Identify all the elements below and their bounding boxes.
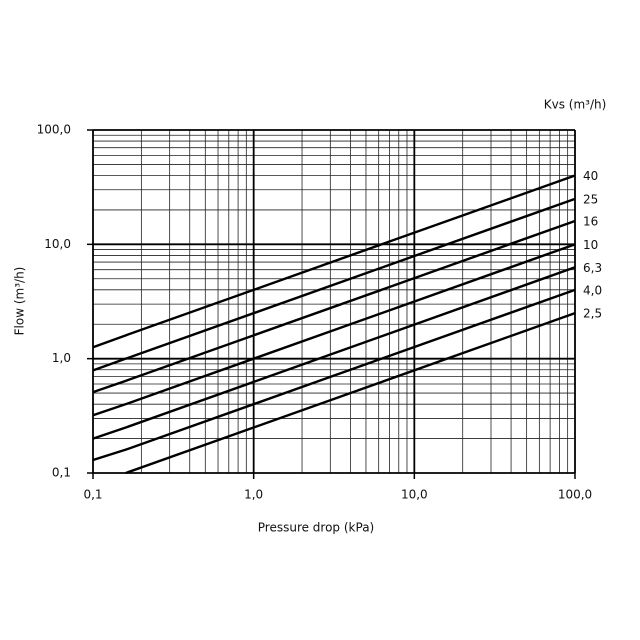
series-label: 10 <box>583 238 598 252</box>
series-line <box>92 219 576 394</box>
y-tick-label: 0,1 <box>52 466 71 480</box>
series-label: 6,3 <box>583 261 602 275</box>
y-axis-label: Flow (m³/h) <box>13 267 27 336</box>
series-label: 4,0 <box>583 283 602 297</box>
y-tick-label: 100,0 <box>37 123 71 137</box>
legend-title: Kvs (m³/h) <box>544 98 607 112</box>
x-tick-label: 0,1 <box>83 488 102 502</box>
y-tick-label: 10,0 <box>44 237 71 251</box>
series-line <box>92 243 576 417</box>
x-tick-label: 10,0 <box>401 488 428 502</box>
series-label: 25 <box>583 192 598 206</box>
series-line <box>92 266 576 440</box>
series-label: 40 <box>583 169 598 183</box>
series-line <box>92 288 576 462</box>
y-tick-label: 1,0 <box>52 351 71 365</box>
x-tick-label: 1,0 <box>244 488 263 502</box>
x-axis-label: Pressure drop (kPa) <box>258 521 374 535</box>
x-tick-label: 100,0 <box>558 488 592 502</box>
series-label: 16 <box>583 214 598 228</box>
series-line <box>125 312 576 475</box>
series-label: 2,5 <box>583 307 602 321</box>
series-line <box>92 174 576 349</box>
series-line <box>92 197 576 372</box>
